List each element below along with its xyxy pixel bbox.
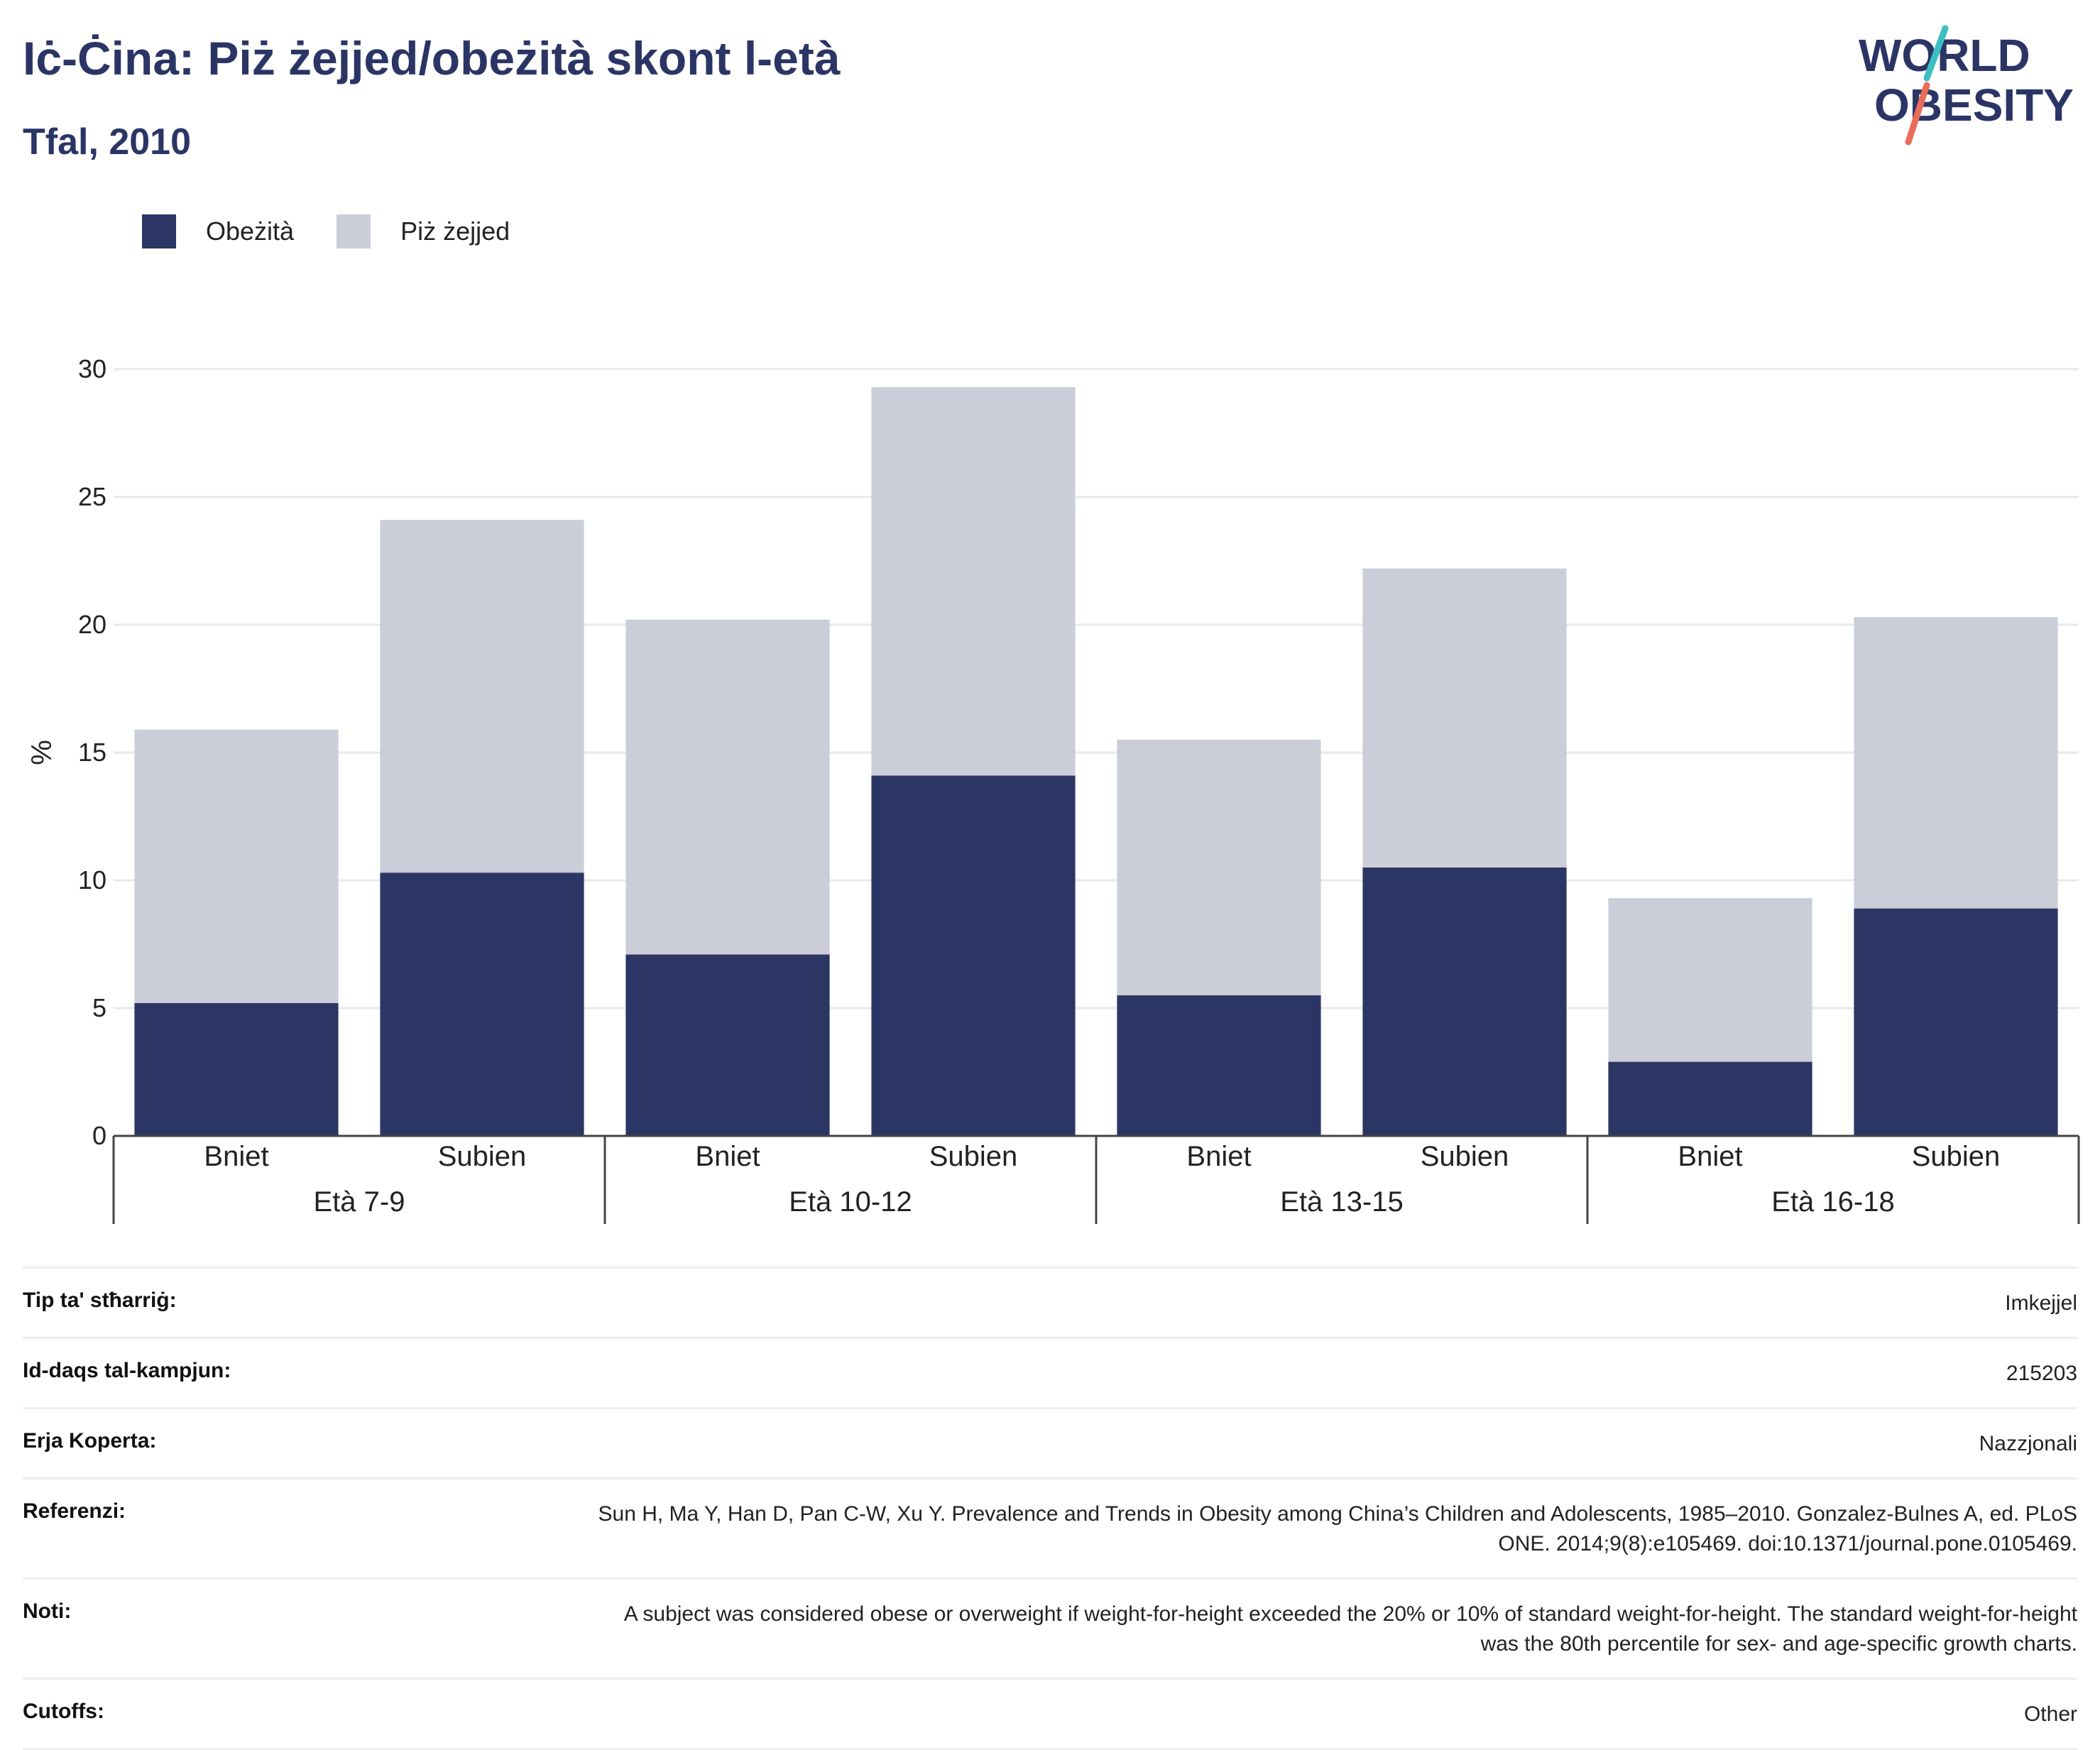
info-key-references: Referenzi: (23, 1499, 126, 1523)
bar-obesity (134, 1002, 339, 1136)
bar-overweight (1117, 740, 1321, 995)
bar-obesity (380, 873, 584, 1136)
bar-overweight (871, 387, 1076, 776)
info-key-notes: Noti: (23, 1599, 72, 1623)
x-tick-label: Bniet (695, 1141, 760, 1172)
legend-swatch-overweight (337, 214, 371, 248)
chart-subtitle: Tfal, 2010 (23, 121, 192, 163)
chart-legend: Obeżità Piż żejjed (142, 212, 552, 251)
info-row: Erja Koperta: Nazzjonali (23, 1407, 2077, 1477)
bar-obesity (1854, 908, 2058, 1136)
info-key-area-covered: Erja Koperta: (23, 1429, 157, 1453)
legend-swatch-obesity (142, 214, 176, 248)
bar-overweight (134, 729, 339, 1003)
bar-obesity (1608, 1061, 1812, 1136)
survey-info-table: Tip ta' stħarriġ: Imkejjel Id-daqs tal-k… (23, 1267, 2077, 1750)
bar-obesity (871, 775, 1076, 1136)
logo-line2: OBESITY (1874, 80, 2074, 131)
x-tick-label: Bniet (204, 1141, 268, 1172)
y-tick-label: 5 (92, 993, 106, 1022)
bar-overweight (1362, 568, 1567, 868)
bar-overweight (625, 619, 830, 955)
bar-obesity (625, 954, 830, 1136)
info-value-references: Sun H, Ma Y, Han D, Pan C-W, Xu Y. Preva… (598, 1502, 2078, 1555)
info-row: Noti: A subject was considered obese or … (23, 1577, 2077, 1678)
bar-chart: 0 5 10 15 20 25 30% Bniet Subien Bniet Subien Bniet… (26, 354, 2080, 1224)
info-row: Cutoffs: Other (23, 1678, 2077, 1750)
group-label: Età 7-9 (314, 1186, 405, 1218)
legend-label-obesity: Obeżità (206, 217, 295, 246)
group-label: Età 13-15 (1280, 1186, 1403, 1218)
y-axis-label: % (26, 740, 58, 765)
legend-label-overweight: Piż żejjed (400, 217, 510, 246)
info-value-sample-size: 215203 (2006, 1362, 2077, 1385)
x-tick-label: Subien (438, 1141, 527, 1172)
world-obesity-logo: WORLD OBESITY (1859, 25, 2074, 146)
bar-overweight (380, 520, 584, 873)
info-key-sample-size: Id-daqs tal-kampjun: (23, 1359, 231, 1382)
info-key-survey-type: Tip ta' stħarriġ: (23, 1289, 177, 1312)
x-tick-label: Subien (1912, 1141, 2001, 1172)
x-tick-label: Subien (1421, 1141, 1509, 1172)
bar-obesity (1362, 868, 1567, 1136)
x-tick-label: Bniet (1678, 1141, 1742, 1172)
y-tick-label: 20 (78, 610, 106, 639)
info-row: Referenzi: Sun H, Ma Y, Han D, Pan C-W, … (23, 1477, 2077, 1577)
group-label: Età 16-18 (1771, 1186, 1894, 1218)
legend-item-obesity[interactable]: Obeżità (142, 214, 294, 248)
group-label: Età 10-12 (789, 1186, 912, 1218)
info-value-survey-type: Imkejjel (2005, 1291, 2077, 1315)
logo-slash-teal (1923, 25, 1949, 82)
info-row: Tip ta' stħarriġ: Imkejjel (23, 1267, 2077, 1337)
logo-slash-coral (1905, 82, 1930, 146)
chart-title: Iċ-Ċina: Piż żejjed/obeżità skont l-età (23, 32, 841, 84)
legend-item-overweight[interactable]: Piż żejjed (337, 214, 510, 248)
bar-overweight (1608, 898, 1812, 1062)
info-value-notes: A subject was considered obese or overwe… (623, 1602, 2077, 1656)
info-row: Id-daqs tal-kampjun: 215203 (23, 1337, 2077, 1407)
y-tick-label: 30 (78, 354, 106, 383)
bar-obesity (1117, 995, 1321, 1136)
info-key-cutoffs: Cutoffs: (23, 1700, 104, 1723)
y-tick-label: 15 (78, 738, 106, 767)
info-value-area-covered: Nazzjonali (1979, 1432, 2077, 1455)
y-tick-label: 25 (78, 482, 106, 511)
x-tick-label: Subien (929, 1141, 1018, 1172)
y-tick-label: 0 (92, 1121, 106, 1150)
bar-overweight (1854, 617, 2058, 909)
info-value-cutoffs: Other (2023, 1702, 2077, 1726)
y-tick-label: 10 (78, 865, 106, 895)
x-tick-label: Bniet (1186, 1141, 1251, 1172)
